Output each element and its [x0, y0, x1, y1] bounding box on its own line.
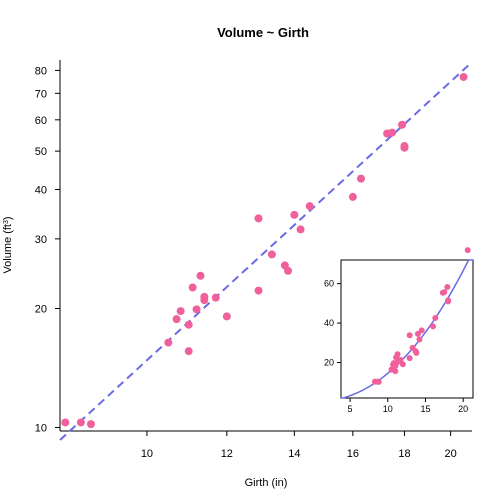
- inset-data-point: [406, 355, 413, 362]
- inset-x-tick-label: 15: [420, 404, 430, 414]
- data-point: [459, 72, 468, 81]
- data-point: [211, 293, 220, 302]
- x-tick-label: 18: [398, 448, 410, 460]
- inset-plot: 20 40 60 5 10 15 20: [324, 247, 474, 414]
- inset-y-tick-label: 40: [324, 318, 334, 328]
- y-axis-label: Volume (ft3): [2, 216, 14, 273]
- data-point: [188, 283, 197, 292]
- inset-y-tick-label: 20: [324, 358, 334, 368]
- x-tick-label: 14: [288, 448, 300, 460]
- inset-data-point: [464, 247, 471, 254]
- data-point: [284, 266, 293, 275]
- data-point: [176, 307, 185, 316]
- y-axis-label-close: ): [2, 216, 14, 220]
- inset-data-point: [375, 378, 382, 385]
- y-axis-label-text: Volume (ft: [2, 224, 14, 274]
- data-point: [388, 128, 397, 137]
- inset-frame: [340, 259, 474, 399]
- data-point: [61, 418, 70, 427]
- inset-y-tick-label: 60: [324, 279, 334, 289]
- y-tick-label: 60: [35, 115, 47, 127]
- inset-data-point: [399, 361, 406, 368]
- y-tick-label: 80: [35, 65, 47, 77]
- y-tick-label: 10: [35, 423, 47, 435]
- data-point: [254, 214, 263, 223]
- data-point: [86, 420, 95, 429]
- y-tick-label: 40: [35, 184, 47, 196]
- data-point: [164, 338, 173, 347]
- inset-fit-curve: [340, 259, 473, 399]
- y-tick-label: 20: [35, 303, 47, 315]
- inset-data-point: [392, 368, 399, 375]
- inset-x-tick-label: 5: [348, 404, 353, 414]
- x-axis-ticks: 10 12 14 16 18 20: [141, 431, 457, 460]
- data-point: [254, 286, 263, 295]
- inset-data-point: [418, 327, 425, 334]
- data-point: [184, 320, 193, 329]
- data-point: [398, 120, 407, 129]
- data-point: [267, 250, 276, 259]
- data-point: [76, 418, 85, 427]
- data-point: [400, 143, 409, 152]
- data-point: [305, 202, 314, 211]
- y-tick-label: 30: [35, 234, 47, 246]
- data-point: [172, 315, 181, 324]
- data-point: [192, 305, 201, 314]
- inset-data-point: [406, 332, 413, 339]
- data-point: [184, 347, 193, 356]
- inset-data-point: [432, 314, 439, 321]
- inset-x-axis-ticks: 5 10 15 20: [348, 398, 468, 414]
- inset-y-axis-ticks: 20 40 60: [324, 279, 341, 368]
- y-tick-label: 70: [35, 88, 47, 100]
- y-axis-ticks: 10 20 30 40 50 60 70 80: [35, 65, 60, 435]
- inset-x-tick-label: 20: [458, 404, 468, 414]
- x-tick-label: 20: [444, 448, 456, 460]
- x-tick-label: 12: [221, 448, 233, 460]
- chart-title: Volume ~ Girth: [217, 25, 309, 40]
- data-point: [290, 210, 299, 219]
- inset-data-point: [413, 349, 420, 356]
- inset-fit-curve-group: [340, 259, 473, 399]
- inset-scatter-points: [371, 247, 471, 385]
- inset-data-point: [445, 298, 452, 305]
- scatter-points: [61, 72, 468, 429]
- fit-line: [59, 61, 473, 441]
- inset-data-point: [441, 289, 448, 296]
- inset-data-point: [430, 323, 437, 330]
- x-axis-label: Girth (in): [245, 477, 288, 489]
- data-point: [200, 292, 209, 301]
- data-point: [356, 174, 365, 183]
- inset-data-point: [444, 284, 451, 291]
- data-point: [196, 271, 205, 280]
- data-point: [296, 225, 305, 234]
- data-point: [222, 312, 231, 321]
- inset-data-point: [394, 351, 401, 358]
- inset-data-point: [416, 336, 423, 343]
- fit-line-group: [59, 61, 473, 441]
- inset-x-tick-label: 10: [383, 404, 393, 414]
- main-plot-area: 10 20 30 40 50 60 70 80 10 12 14 16 18 20: [35, 60, 473, 460]
- y-tick-label: 50: [35, 146, 47, 158]
- x-tick-label: 16: [347, 448, 359, 460]
- data-point: [348, 192, 357, 201]
- inset-data-point: [414, 330, 421, 337]
- y-axis-label-superscript: 3: [3, 220, 10, 224]
- x-tick-label: 10: [141, 448, 153, 460]
